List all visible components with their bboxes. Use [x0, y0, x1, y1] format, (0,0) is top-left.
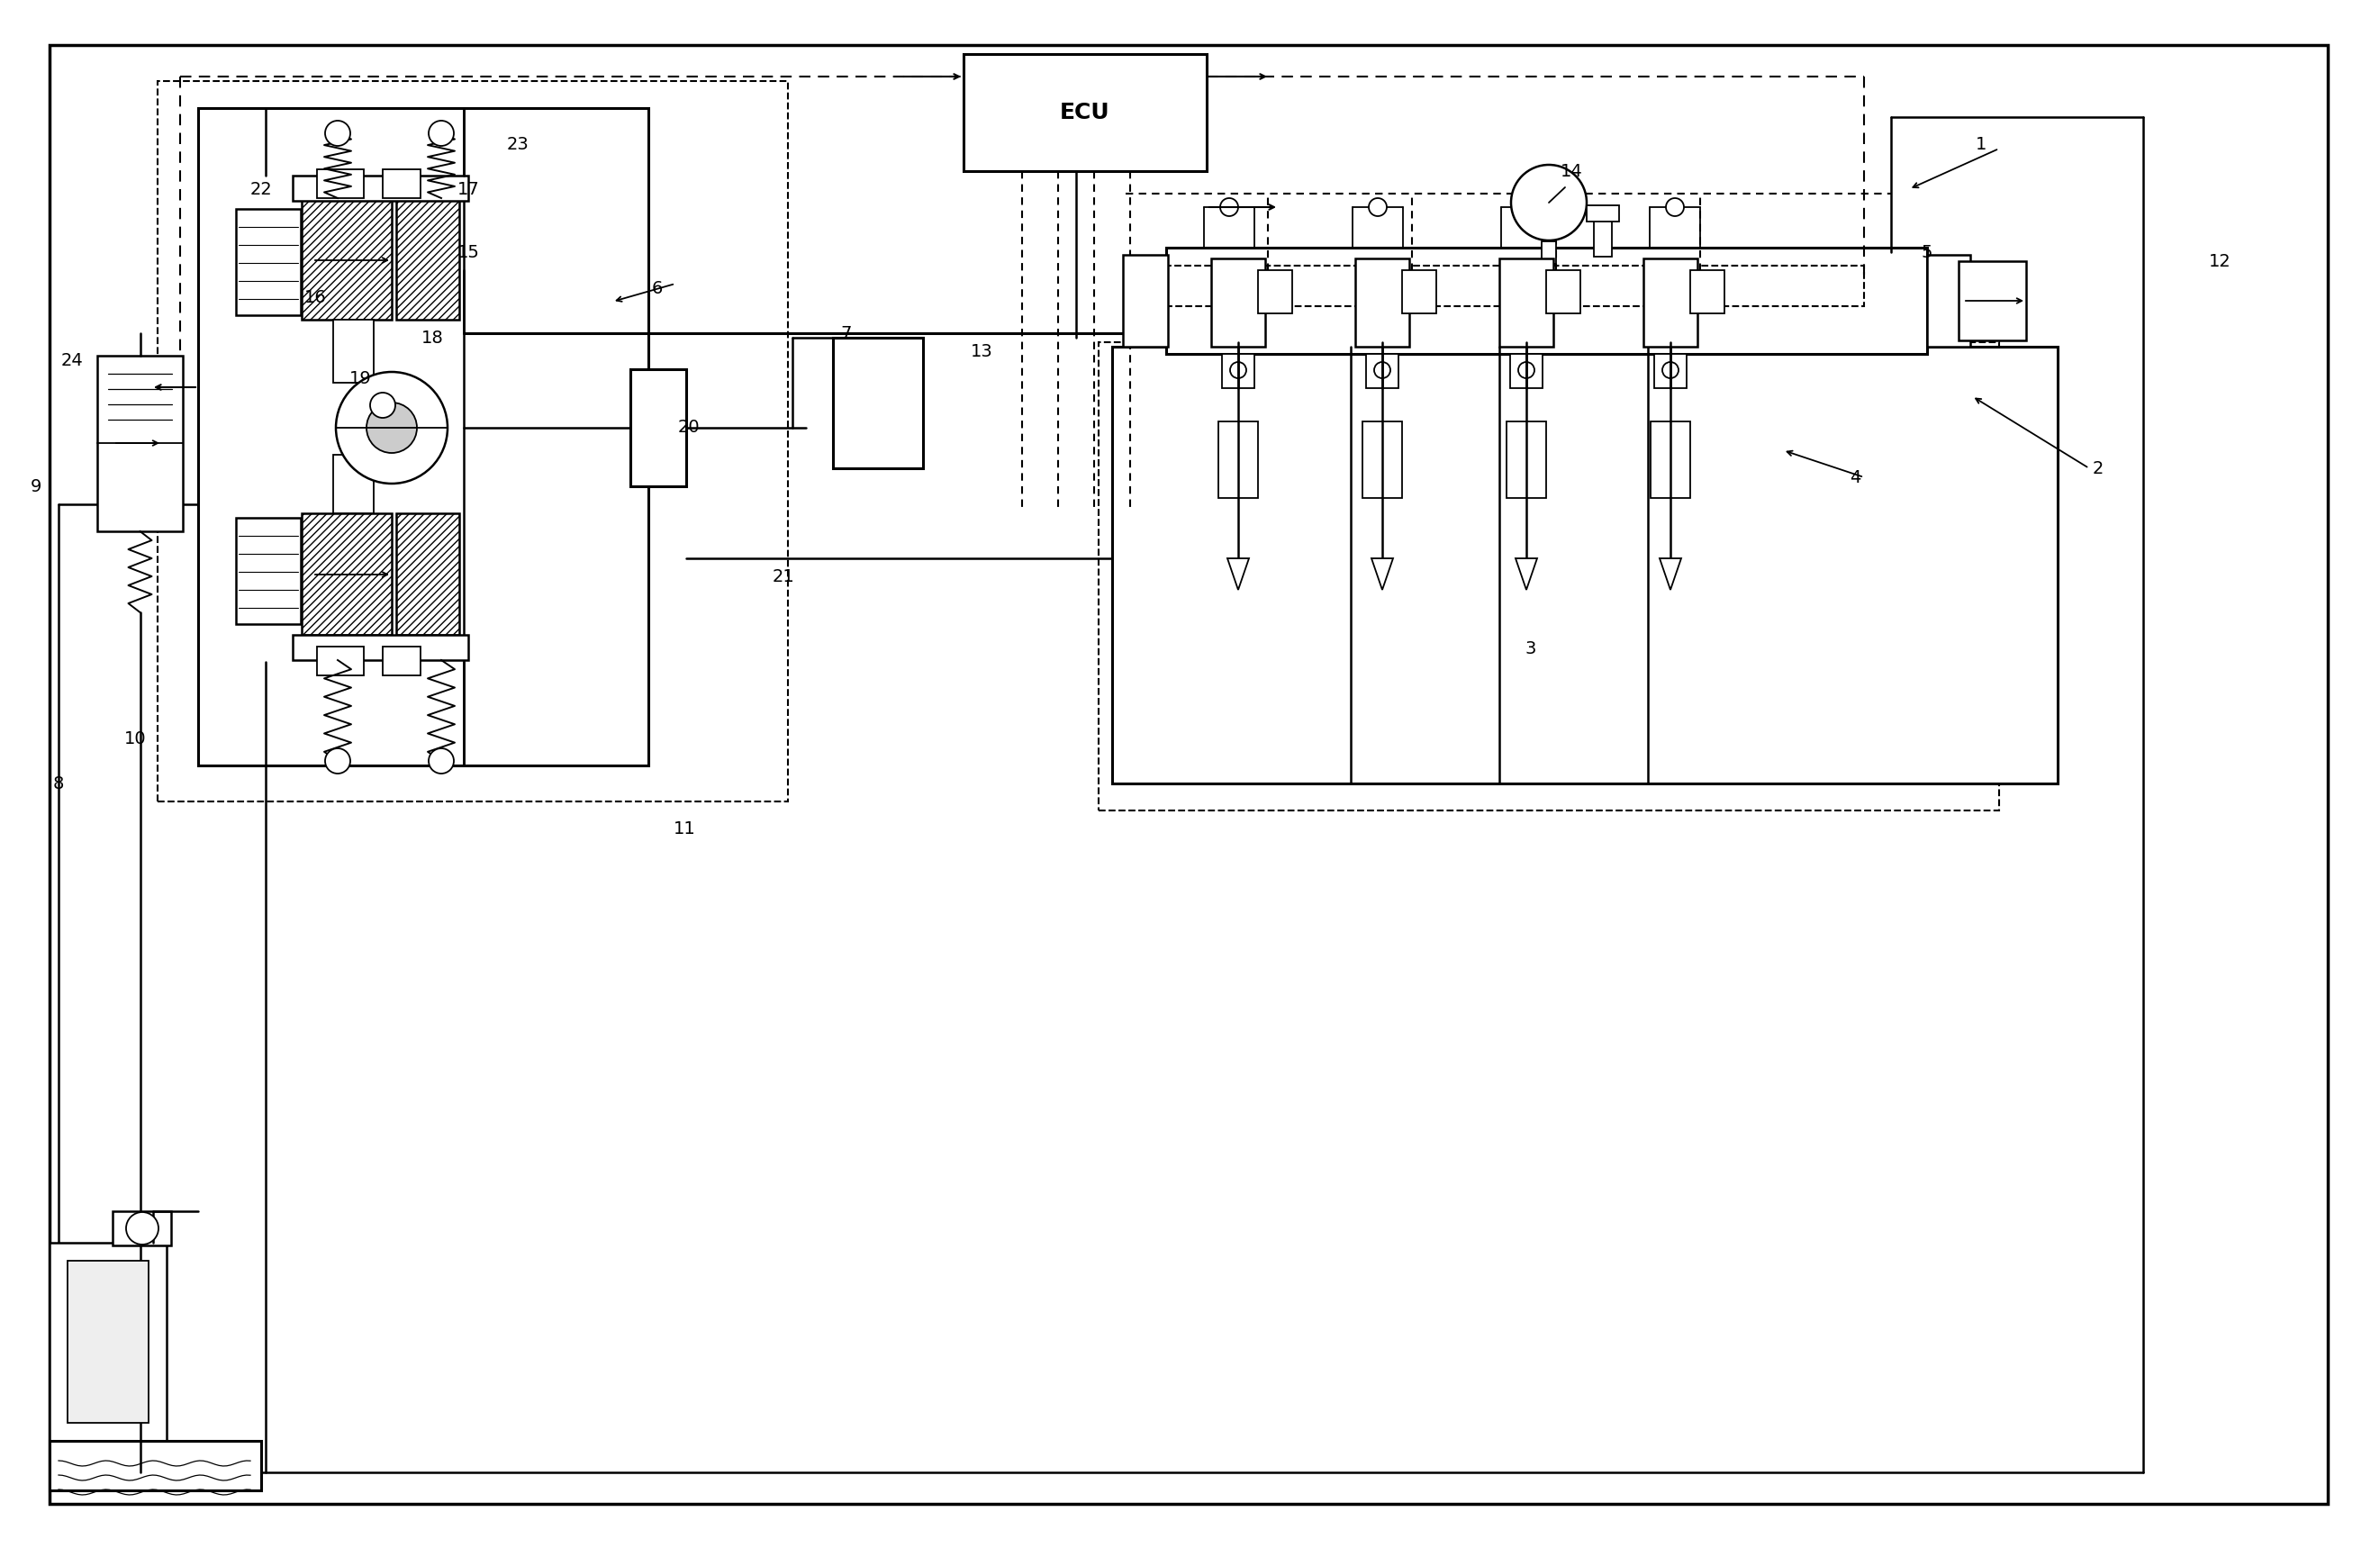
Bar: [1100, 342, 1999, 811]
Bar: [1361, 421, 1402, 498]
Bar: [1542, 241, 1557, 263]
Bar: [1654, 354, 1687, 389]
Bar: [395, 514, 459, 635]
Text: 23: 23: [507, 136, 528, 153]
Bar: [1111, 347, 2059, 783]
Bar: [333, 455, 374, 514]
Polygon shape: [1516, 559, 1537, 590]
Bar: [395, 198, 459, 320]
Text: 11: 11: [674, 820, 695, 837]
Text: 7: 7: [840, 325, 852, 342]
Bar: [1507, 421, 1547, 498]
Circle shape: [367, 402, 416, 454]
Bar: [1221, 354, 1254, 389]
Circle shape: [1518, 198, 1535, 217]
Circle shape: [428, 121, 455, 146]
Text: 16: 16: [305, 288, 326, 305]
Bar: [333, 320, 374, 382]
Text: 21: 21: [771, 568, 795, 585]
Bar: [1511, 354, 1542, 389]
Text: 20: 20: [678, 420, 700, 437]
Text: 3: 3: [1526, 639, 1537, 656]
Polygon shape: [1659, 559, 1680, 590]
Bar: [1499, 259, 1554, 347]
Text: 17: 17: [457, 181, 478, 198]
Bar: [1211, 259, 1266, 347]
Bar: [1166, 248, 1928, 354]
Circle shape: [1661, 362, 1678, 378]
Bar: [317, 647, 364, 675]
Text: 5: 5: [1921, 243, 1933, 260]
Text: 12: 12: [2209, 252, 2230, 269]
Bar: [833, 337, 923, 469]
Text: 10: 10: [124, 729, 145, 748]
Text: ECU: ECU: [1059, 102, 1109, 124]
Bar: [964, 54, 1207, 172]
Text: 18: 18: [421, 330, 443, 347]
Circle shape: [1230, 362, 1247, 378]
Circle shape: [1511, 164, 1587, 240]
Bar: [236, 209, 300, 316]
Bar: [1547, 271, 1580, 313]
Bar: [1126, 266, 1864, 307]
Circle shape: [336, 372, 447, 483]
Bar: [1123, 255, 1169, 347]
Bar: [50, 1441, 262, 1491]
Polygon shape: [1371, 559, 1392, 590]
Bar: [317, 169, 364, 198]
Bar: [1652, 421, 1690, 498]
Text: 19: 19: [350, 370, 371, 387]
Bar: [1595, 221, 1611, 257]
Text: 6: 6: [652, 280, 664, 297]
Text: 14: 14: [1561, 163, 1583, 180]
Text: 22: 22: [250, 181, 271, 198]
Text: 13: 13: [971, 342, 992, 359]
Circle shape: [371, 393, 395, 418]
Bar: [236, 517, 300, 624]
Circle shape: [1221, 198, 1238, 217]
Bar: [1366, 354, 1399, 389]
Bar: [1354, 259, 1409, 347]
Bar: [198, 108, 647, 765]
Text: 4: 4: [1849, 469, 1861, 486]
Bar: [112, 1211, 171, 1246]
Bar: [383, 647, 421, 675]
Bar: [293, 175, 469, 201]
Text: 24: 24: [62, 351, 83, 368]
Bar: [157, 80, 788, 802]
Bar: [1587, 206, 1618, 221]
Bar: [383, 169, 421, 198]
Text: 2: 2: [2092, 460, 2104, 477]
Bar: [98, 356, 183, 531]
Circle shape: [1373, 362, 1390, 378]
Circle shape: [326, 121, 350, 146]
Circle shape: [326, 748, 350, 774]
Bar: [67, 1260, 148, 1423]
Circle shape: [1368, 198, 1388, 217]
Bar: [1645, 259, 1697, 347]
Bar: [1928, 255, 1971, 347]
Bar: [50, 1243, 167, 1441]
Polygon shape: [1228, 559, 1250, 590]
Text: 8: 8: [52, 776, 64, 793]
Bar: [293, 635, 469, 659]
Bar: [631, 370, 685, 486]
Bar: [302, 514, 393, 635]
Circle shape: [428, 748, 455, 774]
Bar: [1219, 421, 1259, 498]
Bar: [302, 198, 393, 320]
Circle shape: [1518, 362, 1535, 378]
Bar: [1959, 262, 2025, 341]
Circle shape: [1666, 198, 1685, 217]
Bar: [1402, 271, 1435, 313]
Text: 1: 1: [1975, 136, 1987, 153]
Circle shape: [126, 1212, 159, 1245]
Text: 15: 15: [457, 243, 478, 260]
Bar: [1690, 271, 1726, 313]
Bar: [1259, 271, 1292, 313]
Text: 9: 9: [31, 478, 40, 495]
